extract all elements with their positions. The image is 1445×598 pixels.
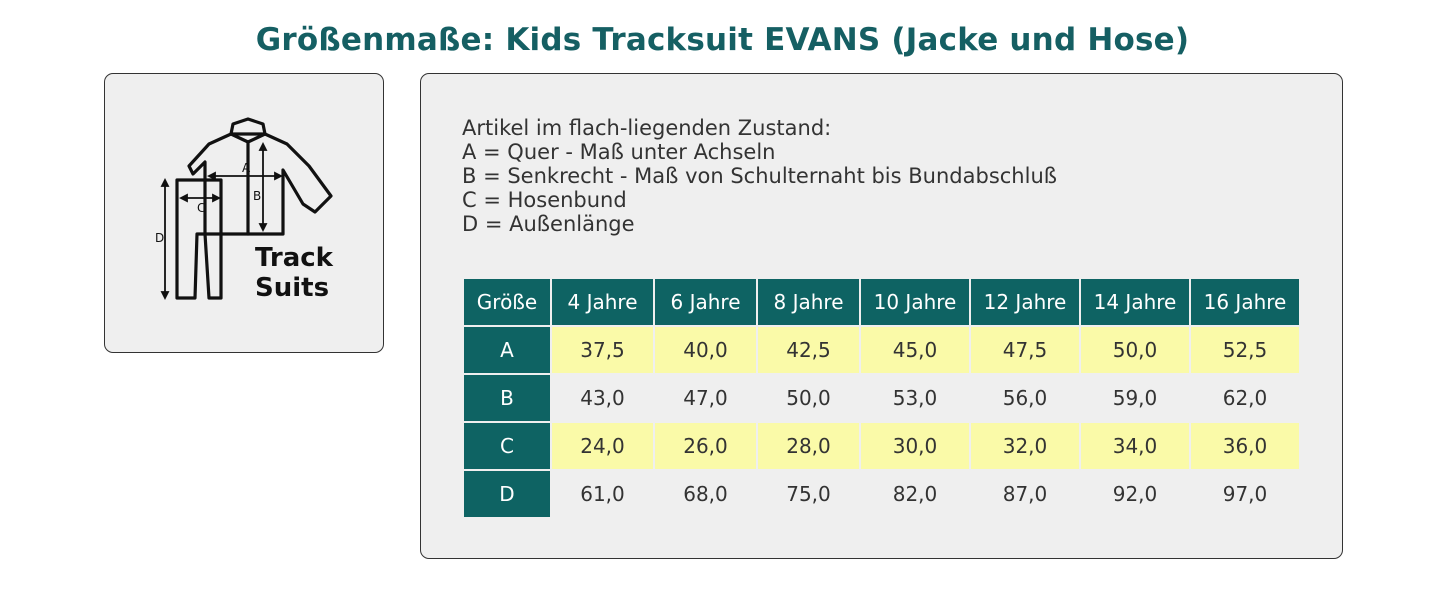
table-cell: 28,0 <box>758 423 859 469</box>
legend-b: B = Senkrecht - Maß von Schulternaht bis… <box>462 164 1057 188</box>
header-cell: 10 Jahre <box>861 279 969 325</box>
table-row: D 61,0 68,0 75,0 82,0 87,0 92,0 97,0 <box>464 471 1299 517</box>
table-cell: 24,0 <box>552 423 653 469</box>
table-row: B 43,0 47,0 50,0 53,0 56,0 59,0 62,0 <box>464 375 1299 421</box>
row-label: C <box>464 423 550 469</box>
table-cell: 43,0 <box>552 375 653 421</box>
table-cell: 92,0 <box>1081 471 1189 517</box>
legend-d: D = Außenlänge <box>462 212 635 236</box>
table-cell: 32,0 <box>971 423 1079 469</box>
table-cell: 36,0 <box>1191 423 1299 469</box>
tracksuit-icon: A B C D Track Suits <box>155 117 334 303</box>
table-cell: 62,0 <box>1191 375 1299 421</box>
header-cell: 16 Jahre <box>1191 279 1299 325</box>
legend-a: A = Quer - Maß unter Achseln <box>462 140 776 164</box>
size-table: Größe 4 Jahre 6 Jahre 8 Jahre 10 Jahre 1… <box>462 277 1301 519</box>
table-cell: 68,0 <box>655 471 756 517</box>
label-c: C <box>197 201 205 215</box>
table-cell: 47,5 <box>971 327 1079 373</box>
row-label: B <box>464 375 550 421</box>
header-cell: 6 Jahre <box>655 279 756 325</box>
table-cell: 97,0 <box>1191 471 1299 517</box>
measurement-info-panel: Artikel im flach-liegenden Zustand: A = … <box>420 73 1343 559</box>
header-cell: 4 Jahre <box>552 279 653 325</box>
label-a: A <box>242 161 251 175</box>
table-cell: 87,0 <box>971 471 1079 517</box>
table-cell: 53,0 <box>861 375 969 421</box>
size-table-header: Größe 4 Jahre 6 Jahre 8 Jahre 10 Jahre 1… <box>464 279 1299 325</box>
legend-intro: Artikel im flach-liegenden Zustand: <box>462 116 832 140</box>
table-cell: 34,0 <box>1081 423 1189 469</box>
table-cell: 45,0 <box>861 327 969 373</box>
row-label: D <box>464 471 550 517</box>
table-cell: 47,0 <box>655 375 756 421</box>
table-cell: 40,0 <box>655 327 756 373</box>
table-cell: 42,5 <box>758 327 859 373</box>
table-cell: 59,0 <box>1081 375 1189 421</box>
page-title: Größenmaße: Kids Tracksuit EVANS (Jacke … <box>255 22 1190 58</box>
caption-track: Track <box>255 243 334 273</box>
label-d: D <box>155 231 164 245</box>
header-cell: Größe <box>464 279 550 325</box>
caption-suits: Suits <box>255 273 329 303</box>
label-b: B <box>253 189 261 203</box>
tracksuit-illustration-panel: A B C D Track Suits <box>104 73 384 353</box>
measurement-legend: Artikel im flach-liegenden Zustand: A = … <box>462 116 1057 236</box>
table-cell: 75,0 <box>758 471 859 517</box>
table-cell: 30,0 <box>861 423 969 469</box>
table-cell: 82,0 <box>861 471 969 517</box>
table-row: A 37,5 40,0 42,5 45,0 47,5 50,0 52,5 <box>464 327 1299 373</box>
table-cell: 56,0 <box>971 375 1079 421</box>
header-cell: 8 Jahre <box>758 279 859 325</box>
table-cell: 61,0 <box>552 471 653 517</box>
table-cell: 26,0 <box>655 423 756 469</box>
legend-c: C = Hosenbund <box>462 188 627 212</box>
row-label: A <box>464 327 550 373</box>
table-cell: 37,5 <box>552 327 653 373</box>
table-cell: 50,0 <box>1081 327 1189 373</box>
table-cell: 52,5 <box>1191 327 1299 373</box>
header-cell: 14 Jahre <box>1081 279 1189 325</box>
table-row: C 24,0 26,0 28,0 30,0 32,0 34,0 36,0 <box>464 423 1299 469</box>
table-cell: 50,0 <box>758 375 859 421</box>
header-cell: 12 Jahre <box>971 279 1079 325</box>
